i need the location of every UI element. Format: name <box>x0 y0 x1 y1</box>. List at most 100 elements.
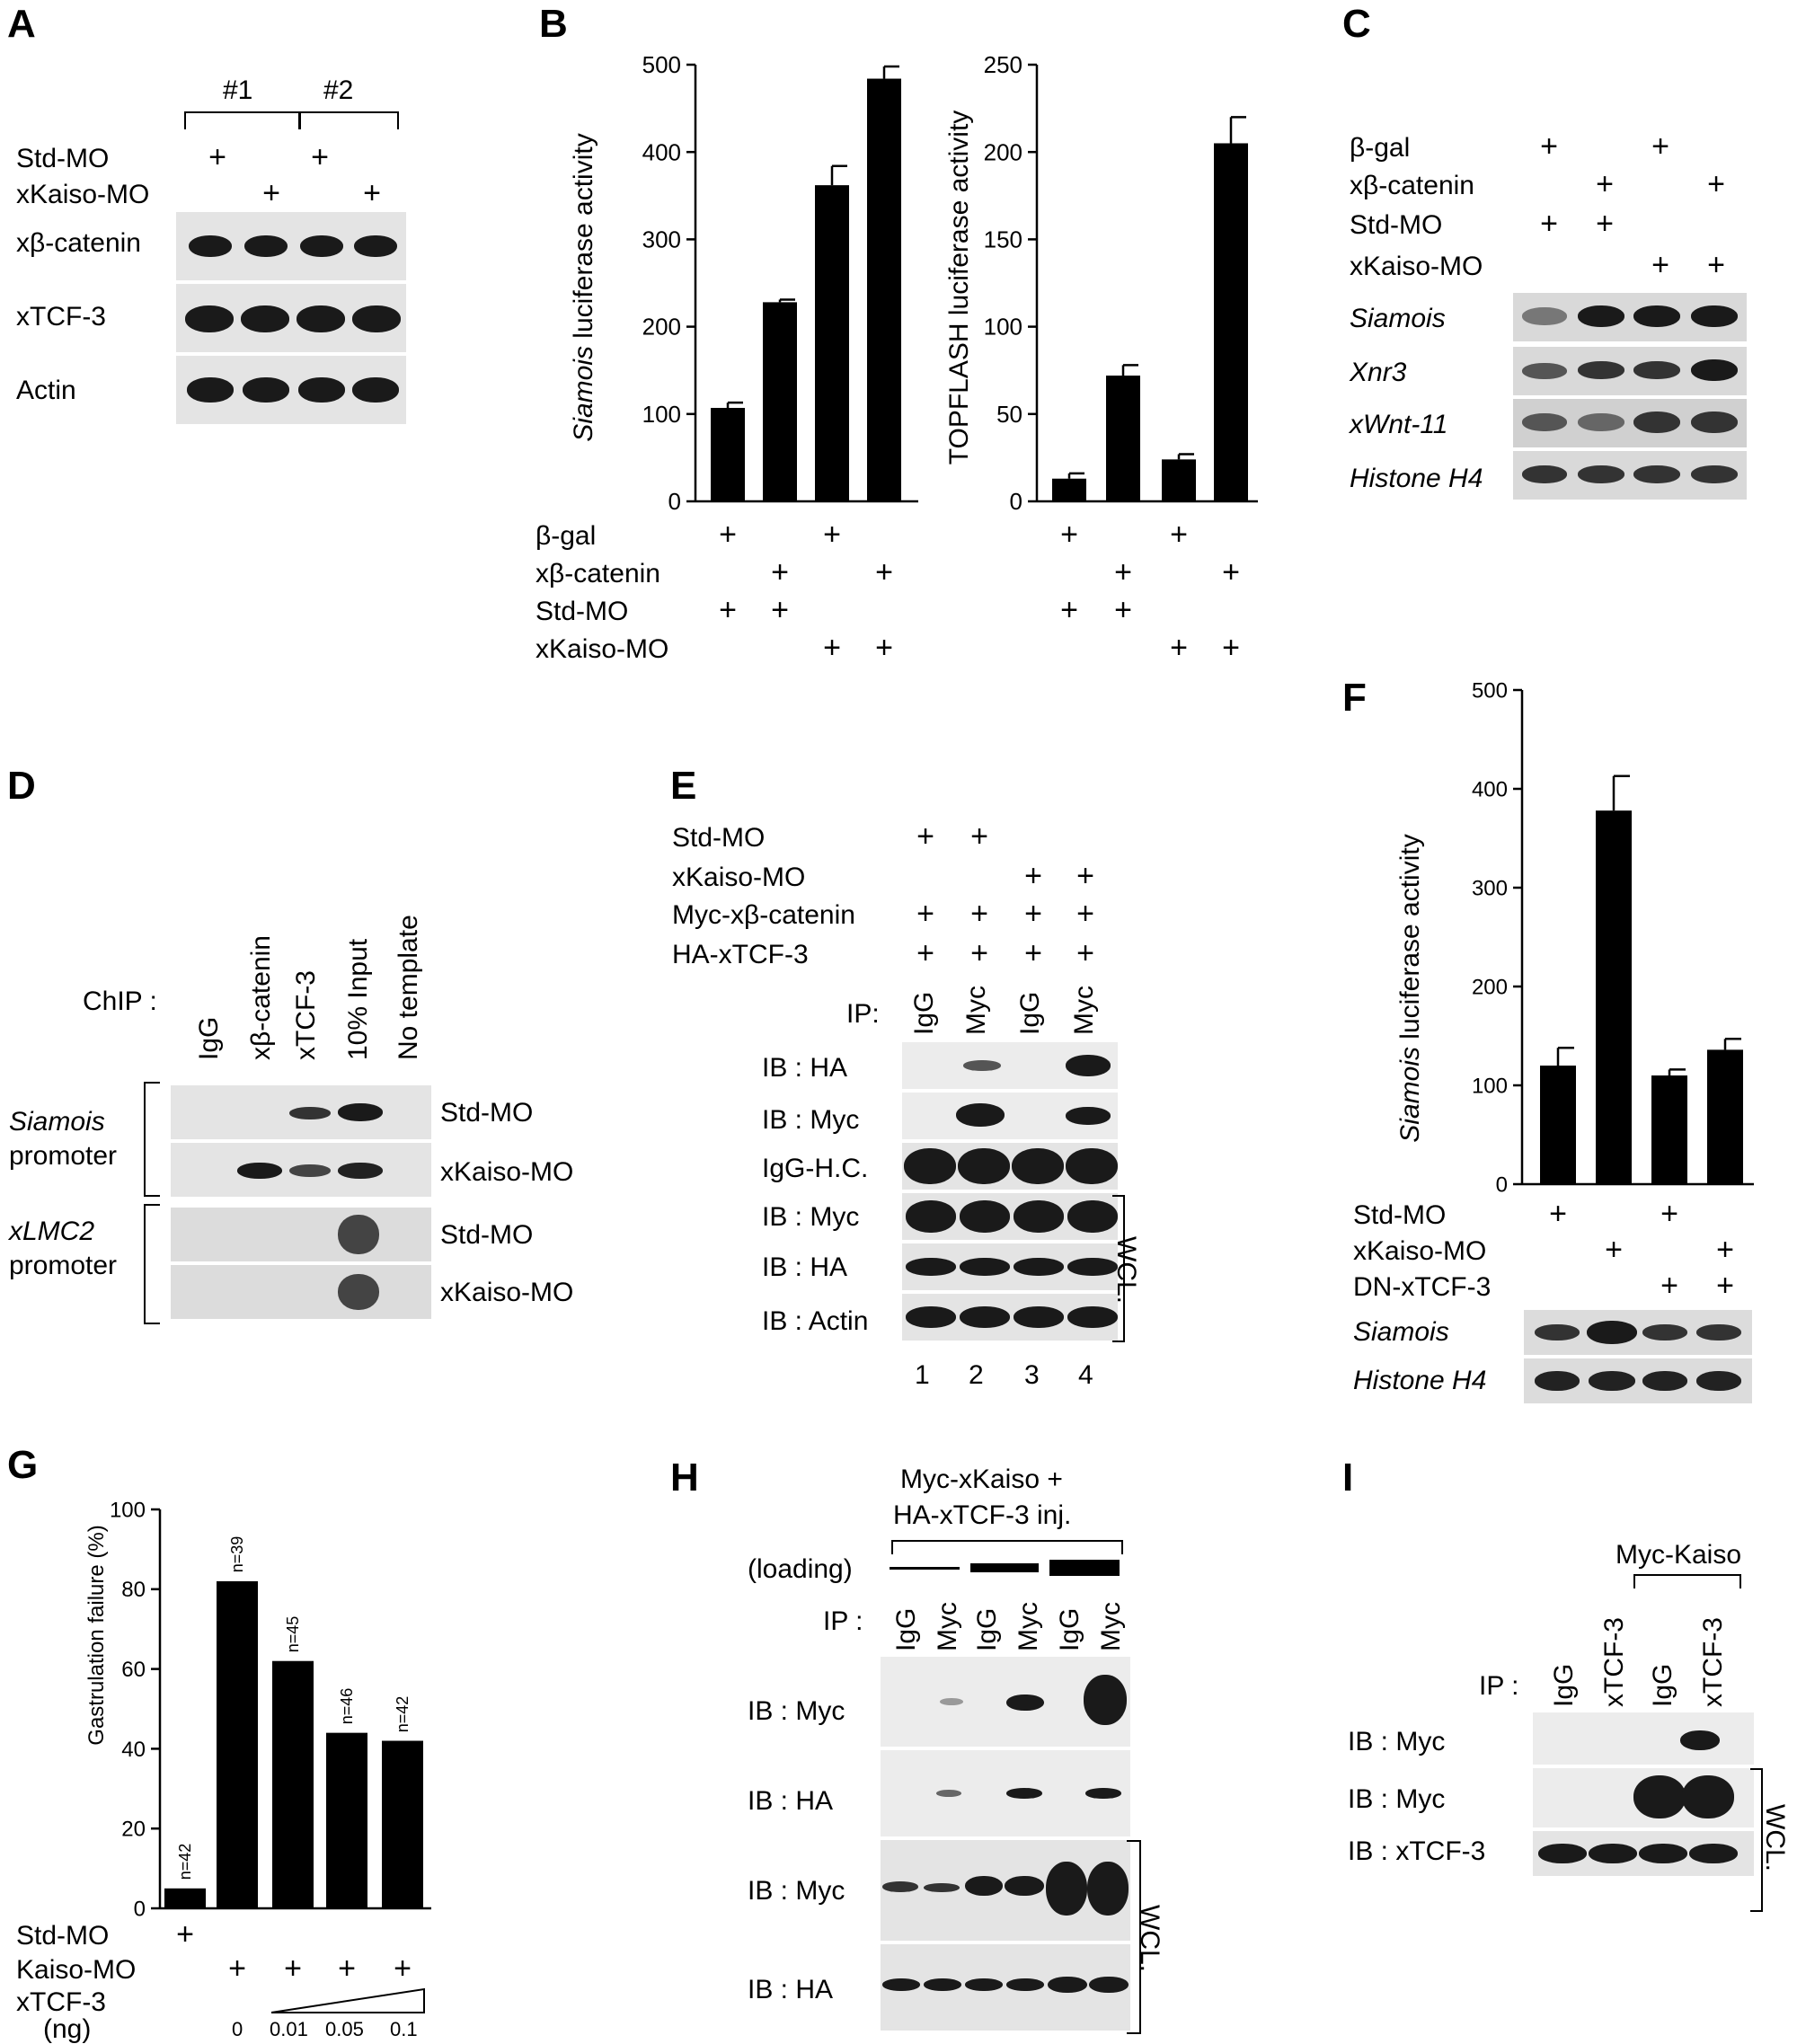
plus-mark: + <box>970 819 988 854</box>
gel-image <box>171 1265 431 1319</box>
gel-image <box>171 1208 431 1261</box>
western-blot-image <box>902 1143 1118 1190</box>
group-bracket-2 <box>299 111 399 129</box>
plus-mark: + <box>1076 897 1094 931</box>
lane-number: 1 <box>915 1360 930 1390</box>
condition-label: Std-MO <box>440 1220 534 1250</box>
wcl-bracket <box>1127 1840 1141 2034</box>
ip-lane-label: IgG <box>1549 1663 1579 1707</box>
y-tick-label: 0 <box>1496 1172 1508 1197</box>
ip-lane-label: IgG <box>1648 1663 1677 1707</box>
plus-mark: + <box>1716 1269 1734 1303</box>
plus-mark: + <box>1024 897 1042 931</box>
plus-mark: + <box>208 140 226 174</box>
blot-label: xTCF-3 <box>16 302 106 332</box>
y-tick-label: 250 <box>984 51 1022 78</box>
y-tick-label: 100 <box>110 1498 146 1522</box>
panel-label-h: H <box>670 1456 699 1500</box>
western-blot-image <box>902 1294 1118 1341</box>
plus-mark: + <box>1707 248 1725 282</box>
blot-label: Xnr3 <box>1350 358 1407 387</box>
gel-image <box>1513 293 1747 341</box>
condition-label: xKaiso-MO <box>440 1278 574 1307</box>
plus-mark: + <box>1024 936 1042 970</box>
group-label-2: #2 <box>323 75 354 105</box>
gel-image <box>1513 347 1747 395</box>
row-label: Std-MO <box>536 597 629 626</box>
wcl-label: WCL. <box>1760 1804 1790 1871</box>
western-blot-image <box>1533 1831 1754 1876</box>
y-tick-label: 80 <box>121 1578 146 1602</box>
row-label: Std-MO <box>1353 1200 1447 1230</box>
plus-mark: + <box>771 593 789 627</box>
bracket <box>891 1540 1123 1554</box>
blot-label: xβ-catenin <box>16 228 141 258</box>
y-tick-label: 100 <box>642 401 681 428</box>
plus-mark: + <box>1651 129 1669 164</box>
plus-mark: + <box>1651 248 1669 282</box>
plus-mark: + <box>970 897 988 931</box>
row-label: Myc-xβ-catenin <box>672 900 855 930</box>
blot-label: IB : HA <box>748 1975 834 2004</box>
promoter-gene-label: Siamois <box>9 1107 105 1137</box>
plus-mark: + <box>1060 593 1078 627</box>
plus-mark: + <box>1060 518 1078 552</box>
panel-label-e: E <box>670 764 697 808</box>
blot-label: IB : HA <box>762 1252 848 1282</box>
lane-number: 3 <box>1024 1360 1040 1390</box>
blot-label: IB : HA <box>748 1786 834 1816</box>
blot-label: Siamois <box>1350 304 1446 333</box>
ng-label: (ng) <box>43 2014 92 2044</box>
bar <box>867 78 901 501</box>
bar <box>272 1660 314 1908</box>
plus-mark: + <box>1076 936 1094 970</box>
bar <box>1651 1075 1687 1184</box>
wcl-bracket <box>1750 1768 1763 1912</box>
row-label: DN-xTCF-3 <box>1353 1272 1492 1302</box>
loading-bar-mid <box>970 1563 1039 1572</box>
y-tick-label: 100 <box>1472 1074 1508 1098</box>
ip-lane-label: IgG <box>891 1607 921 1651</box>
bar <box>326 1732 367 1908</box>
blot-label: Histone H4 <box>1353 1366 1487 1395</box>
bar <box>164 1888 206 1908</box>
bar <box>763 302 797 501</box>
loading-label: (loading) <box>748 1554 853 1584</box>
plus-mark: + <box>311 140 329 174</box>
bar <box>1214 143 1248 502</box>
plus-mark: + <box>363 176 381 210</box>
western-blot-image <box>1533 1768 1754 1827</box>
y-tick-label: 0 <box>668 488 681 515</box>
gel-image <box>1524 1310 1752 1355</box>
ip-lane-label: IgG <box>1055 1607 1084 1651</box>
y-tick-label: 500 <box>1472 678 1508 703</box>
plus-mark: + <box>176 1917 194 1951</box>
plus-mark: + <box>1660 1269 1678 1303</box>
blot-label: IgG-H.C. <box>762 1154 869 1183</box>
row-label: β-gal <box>536 521 597 551</box>
ip-label: IP : <box>1479 1671 1519 1701</box>
panel-label-d: D <box>7 764 36 808</box>
bar <box>815 185 849 502</box>
blot-label: IB : Actin <box>762 1306 869 1336</box>
panel-label-b: B <box>539 2 568 46</box>
condition-label: Std-MO <box>440 1098 534 1128</box>
y-tick-label: 200 <box>984 138 1022 165</box>
plus-mark: + <box>916 936 934 970</box>
promoter-label: promoter <box>9 1141 118 1171</box>
plus-mark: + <box>1170 631 1188 665</box>
bar <box>1106 376 1140 501</box>
blot-label: xWnt-11 <box>1350 410 1448 439</box>
plus-mark: + <box>284 1951 302 1986</box>
y-tick-label: 300 <box>1472 876 1508 900</box>
group-label-1: #1 <box>223 75 253 105</box>
row-label: Std-MO <box>16 144 110 173</box>
plus-mark: + <box>394 1951 412 1986</box>
wcl-bracket <box>1112 1195 1125 1342</box>
dose-label: 0.1 <box>390 2018 418 2040</box>
bar <box>382 1740 423 1908</box>
y-tick-label: 40 <box>121 1738 146 1762</box>
blot-label: IB : Myc <box>748 1876 845 1906</box>
